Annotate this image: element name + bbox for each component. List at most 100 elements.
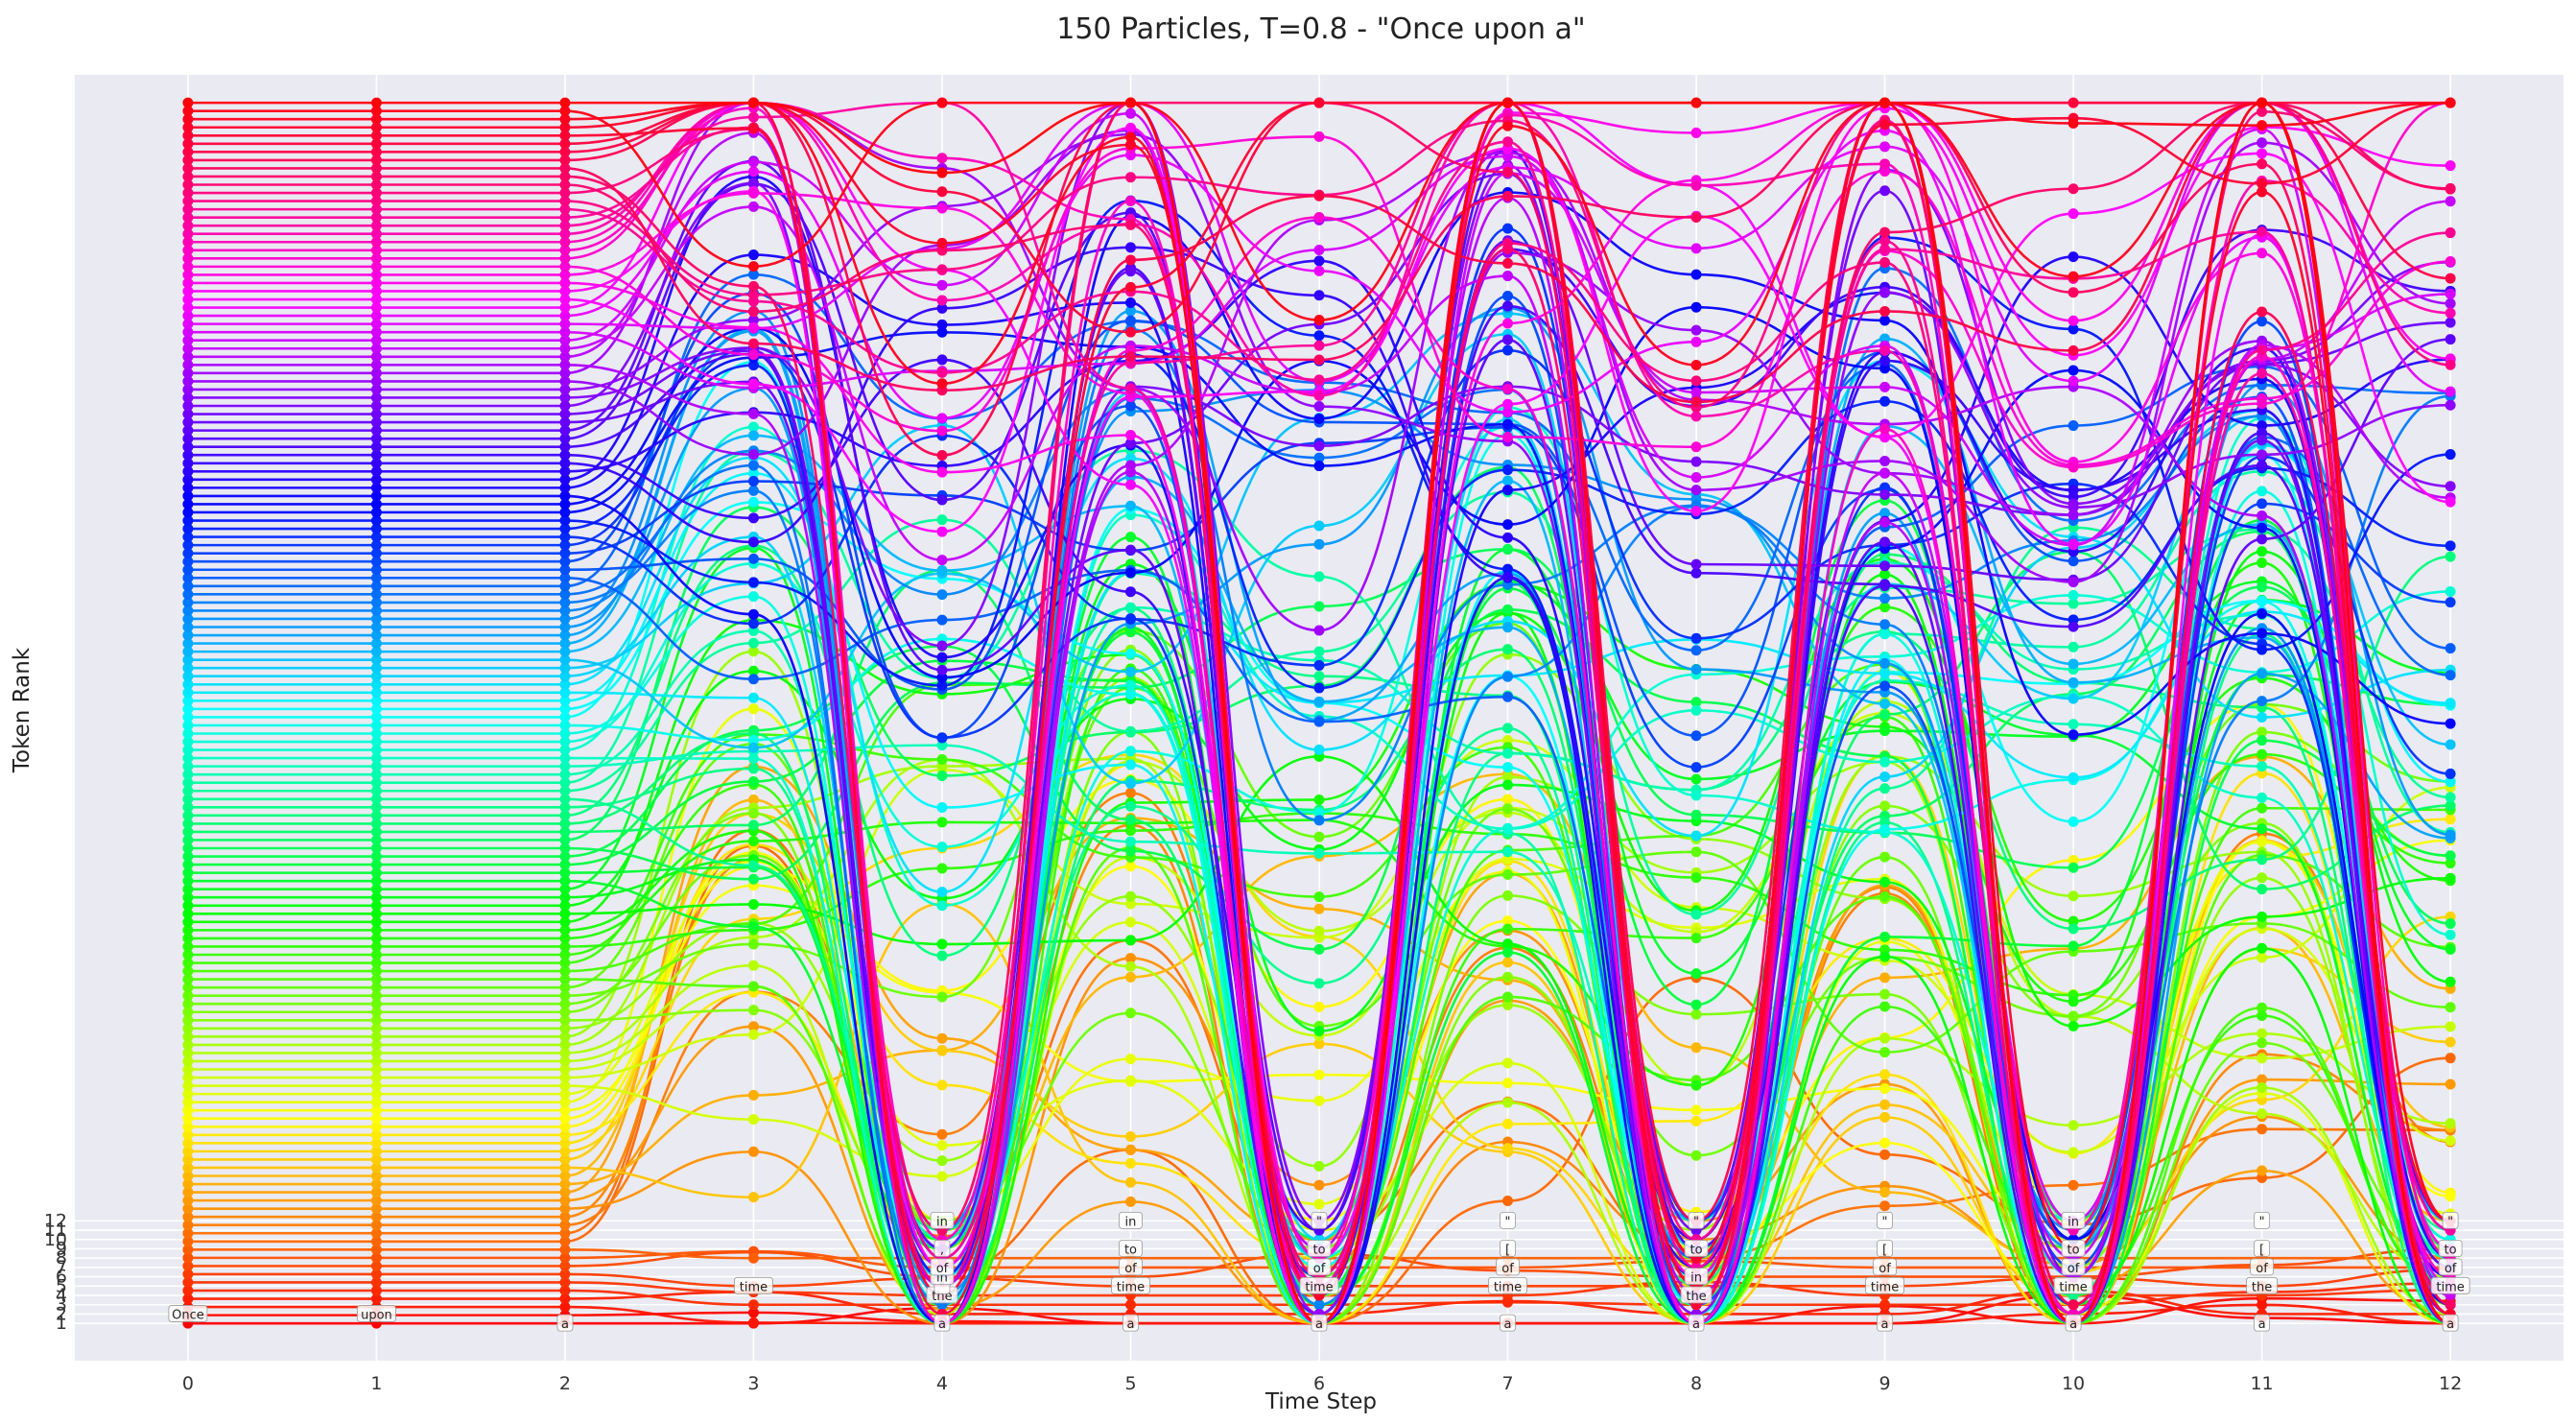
particle-point <box>1124 305 1136 317</box>
particle-point <box>2257 186 2268 198</box>
y-tick-label: 11 <box>44 1220 67 1241</box>
particle-point <box>2068 1010 2079 1022</box>
annotation-text: in <box>1690 1271 1702 1286</box>
particle-point <box>936 326 948 338</box>
particle-point <box>2445 1191 2456 1202</box>
particle-point <box>1879 141 1891 153</box>
particle-point <box>1124 172 1136 183</box>
particle-point <box>1690 999 1702 1010</box>
particle-trajectory <box>187 228 2451 1232</box>
particle-point <box>1124 953 1136 964</box>
annotation-text: a <box>1127 1317 1135 1332</box>
particle-point <box>1690 968 1702 980</box>
particle-point <box>1690 97 1702 108</box>
particle-point <box>747 665 759 676</box>
particle-point <box>559 1227 571 1239</box>
particle-point <box>1502 971 1514 983</box>
particle-point <box>559 425 571 437</box>
particle-point <box>747 1021 759 1032</box>
particle-point <box>182 465 194 477</box>
particle-point <box>182 1211 194 1222</box>
particle-point <box>1124 648 1136 659</box>
particle-point <box>2068 658 2079 670</box>
particle-point <box>370 384 382 395</box>
particle-point <box>747 674 759 685</box>
particle-point <box>747 1316 759 1328</box>
particle-point <box>1313 659 1325 671</box>
annotation-box <box>2065 1314 2082 1332</box>
annotation-text: of <box>1313 1262 1326 1276</box>
particle-point <box>370 245 382 256</box>
annotation-text: " <box>1316 1215 1322 1229</box>
particle-point <box>182 613 194 625</box>
particle-point <box>182 261 194 273</box>
token-annotation: time <box>1111 1276 1150 1294</box>
particle-point <box>370 1072 382 1083</box>
annotation-box <box>2438 1258 2463 1276</box>
particle-point <box>370 1129 382 1141</box>
particle-point <box>1879 315 1891 326</box>
particle-point <box>1124 122 1136 133</box>
particle-point <box>182 745 194 756</box>
particle-point <box>182 998 194 1009</box>
particle-point <box>2257 1124 2268 1135</box>
particle-point <box>1690 790 1702 801</box>
particle-point <box>370 1252 382 1264</box>
particle-point <box>182 834 194 845</box>
y-tick-label: 12 <box>44 1210 67 1231</box>
particle-point <box>182 523 194 534</box>
particle-point <box>370 933 382 944</box>
particle-point <box>2445 288 2456 299</box>
particle-point <box>182 1236 194 1247</box>
particle-point <box>1879 305 1891 317</box>
token-annotation: time <box>2053 1276 2093 1294</box>
particle-point <box>1879 1082 1891 1094</box>
particle-point <box>2445 768 2456 779</box>
particle-point <box>370 351 382 363</box>
particle-point <box>936 295 948 306</box>
particle-point <box>559 384 571 395</box>
particle-point <box>559 662 571 674</box>
particle-point <box>2257 420 2268 432</box>
particle-point <box>1502 1143 1514 1154</box>
particle-point <box>559 97 571 108</box>
particle-point <box>1690 933 1702 944</box>
particle-point <box>747 646 759 657</box>
particle-point <box>747 1005 759 1016</box>
particle-point <box>370 695 382 706</box>
particle-point <box>747 460 759 471</box>
particle-point <box>2068 1179 2079 1191</box>
particle-point <box>1690 762 1702 773</box>
particle-point <box>747 734 759 746</box>
particle-point <box>1502 563 1514 575</box>
particle-point <box>2445 1299 2456 1311</box>
particle-point <box>182 335 194 346</box>
annotation-box <box>2250 1258 2274 1276</box>
particle-point <box>1879 467 1891 479</box>
particle-point <box>1124 1196 1136 1207</box>
annotation-text: the <box>1686 1290 1706 1304</box>
particle-point <box>747 306 759 318</box>
particle-point <box>2257 226 2268 238</box>
particle-point <box>2445 386 2456 397</box>
particle-point <box>1313 211 1325 223</box>
particle-point <box>936 526 948 537</box>
particle-point <box>559 752 571 764</box>
particle-point <box>559 1301 571 1313</box>
particle-point <box>370 1055 382 1067</box>
particle-point <box>559 146 571 157</box>
particle-point <box>182 433 194 444</box>
particle-point <box>370 801 382 813</box>
particle-point <box>182 1121 194 1132</box>
particle-point <box>1879 876 1891 888</box>
particle-point <box>182 375 194 387</box>
particle-trajectory <box>187 465 2451 1297</box>
particle-point <box>2257 486 2268 497</box>
particle-point <box>182 933 194 944</box>
particle-point <box>559 277 571 289</box>
particle-point <box>936 900 948 912</box>
particle-point <box>2068 251 2079 263</box>
particle-point <box>370 171 382 182</box>
particle-point <box>182 1055 194 1067</box>
particle-point <box>1879 619 1891 630</box>
